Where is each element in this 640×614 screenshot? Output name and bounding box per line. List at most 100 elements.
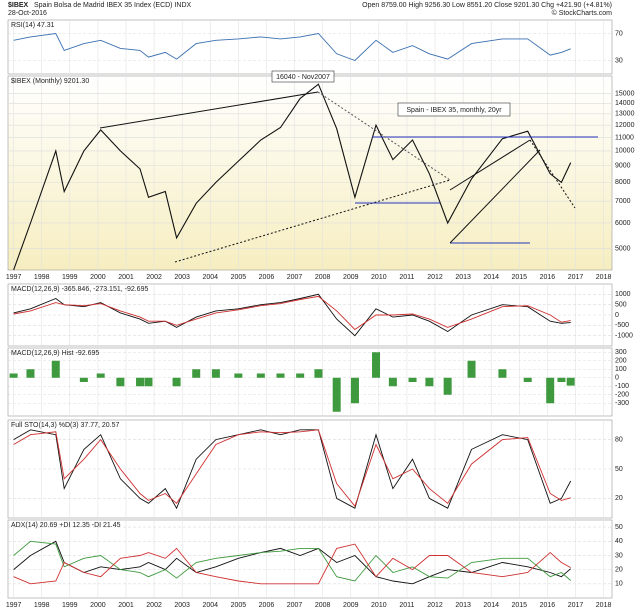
hist-bar	[234, 373, 243, 378]
x-tick-label: 2012	[427, 602, 443, 609]
trend-line	[99, 91, 319, 129]
hist-bar	[408, 377, 417, 382]
hist-bar	[296, 373, 305, 378]
series-line	[13, 429, 572, 510]
x-tick-label: 1997	[6, 274, 22, 281]
y-tick-label: 13000	[615, 111, 635, 118]
y-tick-label: 20	[615, 566, 623, 573]
series-line	[13, 540, 571, 582]
x-tick-label: 2007	[287, 274, 303, 281]
y-tick-label: -500	[615, 322, 629, 329]
x-tick-label: 2018	[596, 602, 612, 609]
hist-bar	[96, 373, 105, 378]
x-tick-label: 1997	[6, 602, 22, 609]
panel-title: $IBEX (Monthly) 9201.30	[11, 78, 89, 85]
panel	[7, 519, 613, 599]
panel	[7, 75, 613, 271]
hist-bar	[276, 373, 285, 378]
series-line	[13, 33, 571, 62]
x-tick-label: 1998	[34, 602, 50, 609]
x-tick-label: 2016	[540, 274, 556, 281]
y-tick-label: 9000	[615, 163, 631, 170]
quote: Open 8759.00 High 9256.30 Low 8551.20 Cl…	[362, 2, 612, 9]
hist-bar	[116, 377, 125, 387]
panel-title: MACD(12,26,9) -365.846, -273.151, -92.69…	[11, 286, 148, 293]
y-tick-label: 14000	[615, 100, 635, 107]
y-tick-label: 70	[615, 30, 623, 37]
x-tick-label: 2005	[231, 274, 247, 281]
trend-line	[529, 139, 576, 209]
series-line	[13, 295, 571, 331]
y-tick-label: 300	[615, 349, 627, 356]
x-tick-label: 1999	[62, 602, 78, 609]
series-line	[13, 429, 571, 508]
x-tick-label: 2004	[202, 602, 218, 609]
date: 28-Oct-2016	[8, 10, 47, 17]
trend-line	[317, 91, 451, 181]
series-line	[13, 83, 572, 271]
x-tick-label: 1998	[34, 274, 50, 281]
hist-bar	[557, 377, 566, 382]
index-name: Spain Bolsa de Madrid IBEX 35 Index (ECD…	[34, 2, 192, 9]
x-tick-label: 2009	[343, 602, 359, 609]
panel-title: MACD(12,26,9) Hist -92.695	[11, 350, 99, 357]
x-tick-label: 2001	[118, 602, 134, 609]
x-tick-label: 2014	[483, 602, 499, 609]
y-tick-label: 5000	[615, 246, 631, 253]
y-tick-label: 8000	[615, 179, 631, 186]
y-tick-label: 0	[615, 375, 619, 382]
hist-bar	[172, 377, 181, 387]
hist-bar	[425, 377, 434, 387]
hist-bar	[79, 377, 88, 382]
y-tick-label: 1000	[615, 291, 631, 298]
y-tick-label: 50	[615, 524, 623, 531]
x-tick-label: 2017	[568, 274, 584, 281]
x-tick-label: 2003	[174, 602, 190, 609]
y-tick-label: 10000	[615, 148, 635, 155]
panel-title: RSI(14) 47.31	[11, 22, 55, 29]
x-tick-label: 2011	[399, 602, 414, 609]
y-tick-label: -1000	[615, 333, 633, 340]
x-tick-label: 2006	[259, 602, 275, 609]
y-tick-label: 30	[615, 552, 623, 559]
credit: © StockCharts.com	[552, 9, 613, 17]
panel-title: ADX(14) 20.69 +DI 12.35 -DI 21.45	[11, 522, 121, 529]
x-tick-label: 2004	[202, 274, 218, 281]
x-tick-label: 2005	[231, 602, 247, 609]
series-line	[13, 543, 571, 585]
panel	[7, 19, 613, 75]
hist-bar	[467, 360, 476, 378]
annotation-box	[397, 102, 511, 117]
y-tick-label: 100	[615, 366, 627, 373]
x-tick-label: 2007	[287, 602, 303, 609]
x-tick-label: 2008	[315, 274, 331, 281]
x-tick-label: 2000	[90, 274, 106, 281]
series-line	[13, 293, 571, 337]
panel	[7, 347, 613, 417]
y-tick-label: 15000	[615, 91, 635, 98]
hist-bar	[136, 377, 145, 387]
hist-bar	[566, 377, 575, 386]
x-tick-label: 2010	[371, 602, 387, 609]
hist-bar	[51, 360, 60, 378]
y-tick-label: 80	[615, 436, 623, 443]
x-tick-label: 2009	[343, 274, 359, 281]
panel-title: Full STO(14,3) %D(3) 37.77, 20.57	[11, 422, 120, 429]
x-tick-label: 2002	[146, 274, 162, 281]
annotation: 16040 - Nov2007	[276, 74, 330, 81]
y-tick-label: 500	[615, 302, 627, 309]
hist-bar	[388, 377, 397, 387]
x-tick-label: 2018	[596, 274, 612, 281]
x-tick-label: 2016	[540, 602, 556, 609]
y-tick-label: 0	[615, 312, 619, 319]
hist-bar	[256, 373, 265, 378]
hist-bar	[9, 373, 18, 378]
x-tick-label: 2010	[371, 274, 387, 281]
y-tick-label: 7000	[615, 198, 631, 205]
hist-bar	[523, 377, 532, 382]
y-tick-label: 30	[615, 57, 623, 64]
hist-bar	[192, 369, 201, 378]
y-tick-label: -200	[615, 392, 629, 399]
hist-bar	[498, 369, 507, 378]
